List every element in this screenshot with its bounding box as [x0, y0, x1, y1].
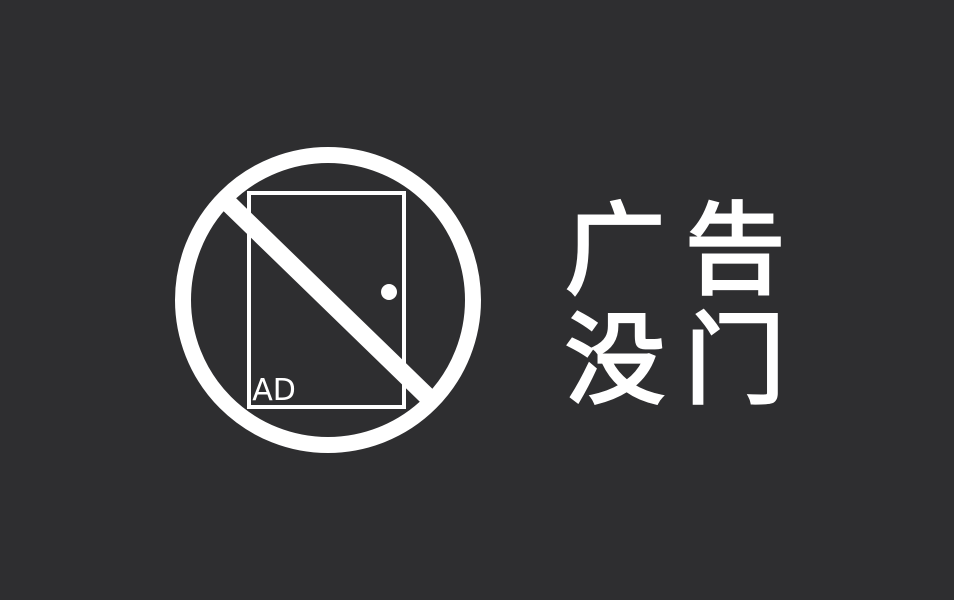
door-frame [247, 191, 406, 409]
door-knob [381, 284, 397, 300]
prohibition-ring [175, 147, 481, 453]
title-char-4: 门 [685, 301, 785, 419]
ad-badge-text: AD [252, 373, 296, 408]
title-char-2: 告 [685, 191, 785, 309]
title-char-1: 广 [565, 191, 665, 309]
prohibition-slash [218, 193, 439, 408]
title-char-3: 没 [565, 301, 665, 419]
